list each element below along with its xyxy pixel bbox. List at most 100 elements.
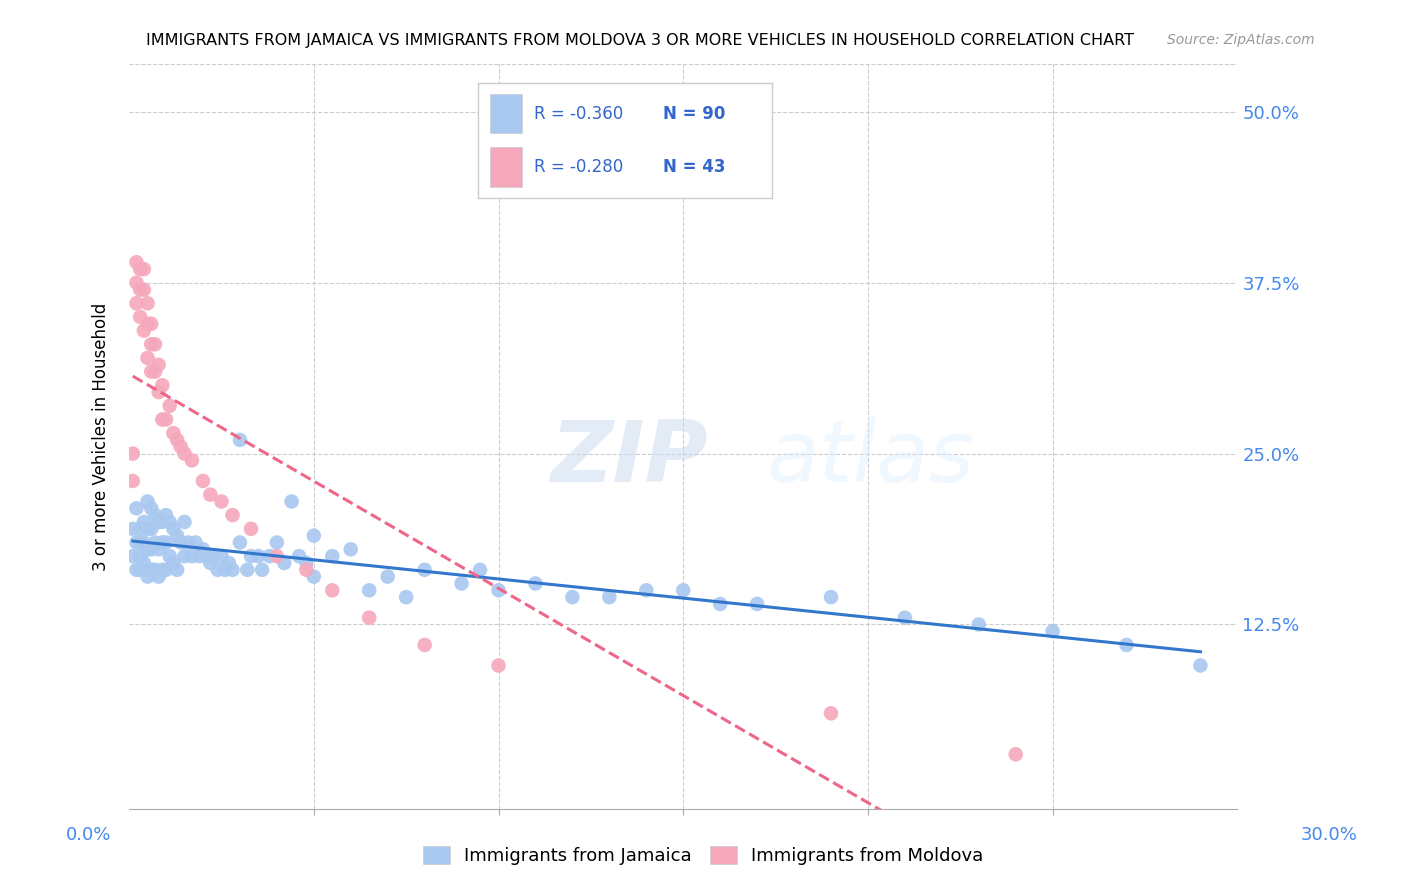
- Point: [166, 563, 188, 577]
- Point: [339, 542, 361, 557]
- Point: [148, 569, 170, 583]
- Point: [129, 563, 152, 577]
- Legend: Immigrants from Jamaica, Immigrants from Moldova: Immigrants from Jamaica, Immigrants from…: [415, 838, 991, 872]
- Text: Source: ZipAtlas.com: Source: ZipAtlas.com: [1167, 33, 1315, 47]
- Y-axis label: 3 or more Vehicles in Household: 3 or more Vehicles in Household: [93, 302, 110, 571]
- Point: [221, 563, 243, 577]
- Point: [136, 317, 159, 331]
- Point: [1042, 624, 1064, 639]
- Point: [125, 255, 148, 269]
- Point: [155, 508, 177, 522]
- Point: [561, 590, 583, 604]
- Text: IMMIGRANTS FROM JAMAICA VS IMMIGRANTS FROM MOLDOVA 3 OR MORE VEHICLES IN HOUSEHO: IMMIGRANTS FROM JAMAICA VS IMMIGRANTS FR…: [146, 33, 1133, 48]
- Point: [166, 433, 188, 447]
- Point: [229, 433, 252, 447]
- Point: [709, 597, 731, 611]
- Point: [143, 563, 166, 577]
- Point: [180, 453, 202, 467]
- Point: [598, 590, 620, 604]
- Point: [236, 563, 259, 577]
- Point: [321, 583, 343, 598]
- Point: [173, 549, 195, 563]
- Point: [136, 542, 159, 557]
- Point: [200, 556, 222, 570]
- Point: [195, 549, 218, 563]
- Point: [150, 563, 173, 577]
- Point: [162, 522, 184, 536]
- Point: [125, 535, 148, 549]
- Point: [413, 563, 436, 577]
- Point: [1115, 638, 1137, 652]
- Point: [377, 569, 399, 583]
- Point: [240, 522, 263, 536]
- Point: [820, 706, 842, 721]
- Point: [395, 590, 418, 604]
- Point: [170, 440, 193, 454]
- Point: [180, 549, 202, 563]
- Point: [150, 515, 173, 529]
- Point: [894, 610, 917, 624]
- Point: [218, 556, 240, 570]
- Point: [141, 563, 163, 577]
- Point: [150, 378, 173, 392]
- Point: [129, 283, 152, 297]
- Point: [302, 528, 325, 542]
- Point: [672, 583, 695, 598]
- Point: [280, 494, 302, 508]
- Text: atlas: atlas: [766, 417, 974, 500]
- Point: [288, 549, 311, 563]
- Point: [132, 556, 155, 570]
- Point: [173, 515, 195, 529]
- Point: [488, 583, 510, 598]
- Point: [820, 590, 842, 604]
- Point: [359, 583, 381, 598]
- Point: [143, 365, 166, 379]
- Point: [129, 549, 152, 563]
- Point: [121, 522, 143, 536]
- Point: [141, 522, 163, 536]
- Point: [159, 549, 181, 563]
- Point: [468, 563, 491, 577]
- Point: [159, 399, 181, 413]
- Point: [209, 494, 232, 508]
- Point: [488, 658, 510, 673]
- Point: [745, 597, 768, 611]
- Point: [141, 501, 163, 516]
- Point: [121, 447, 143, 461]
- Point: [159, 515, 181, 529]
- Point: [636, 583, 658, 598]
- Point: [150, 412, 173, 426]
- Point: [125, 501, 148, 516]
- Point: [141, 337, 163, 351]
- Point: [413, 638, 436, 652]
- Point: [166, 528, 188, 542]
- Point: [221, 508, 243, 522]
- Point: [132, 262, 155, 277]
- Point: [143, 508, 166, 522]
- Point: [266, 535, 288, 549]
- Point: [141, 542, 163, 557]
- Point: [129, 262, 152, 277]
- Point: [136, 494, 159, 508]
- Point: [148, 515, 170, 529]
- Point: [1189, 658, 1212, 673]
- Point: [148, 385, 170, 400]
- Point: [184, 535, 207, 549]
- Point: [207, 563, 229, 577]
- Point: [173, 447, 195, 461]
- Point: [148, 358, 170, 372]
- Point: [240, 549, 263, 563]
- Point: [250, 563, 273, 577]
- Point: [129, 310, 152, 324]
- Point: [200, 488, 222, 502]
- Point: [129, 522, 152, 536]
- Point: [143, 535, 166, 549]
- Point: [162, 426, 184, 441]
- Point: [132, 283, 155, 297]
- Point: [143, 337, 166, 351]
- Point: [132, 324, 155, 338]
- Point: [209, 549, 232, 563]
- Point: [155, 412, 177, 426]
- Point: [450, 576, 472, 591]
- Point: [121, 549, 143, 563]
